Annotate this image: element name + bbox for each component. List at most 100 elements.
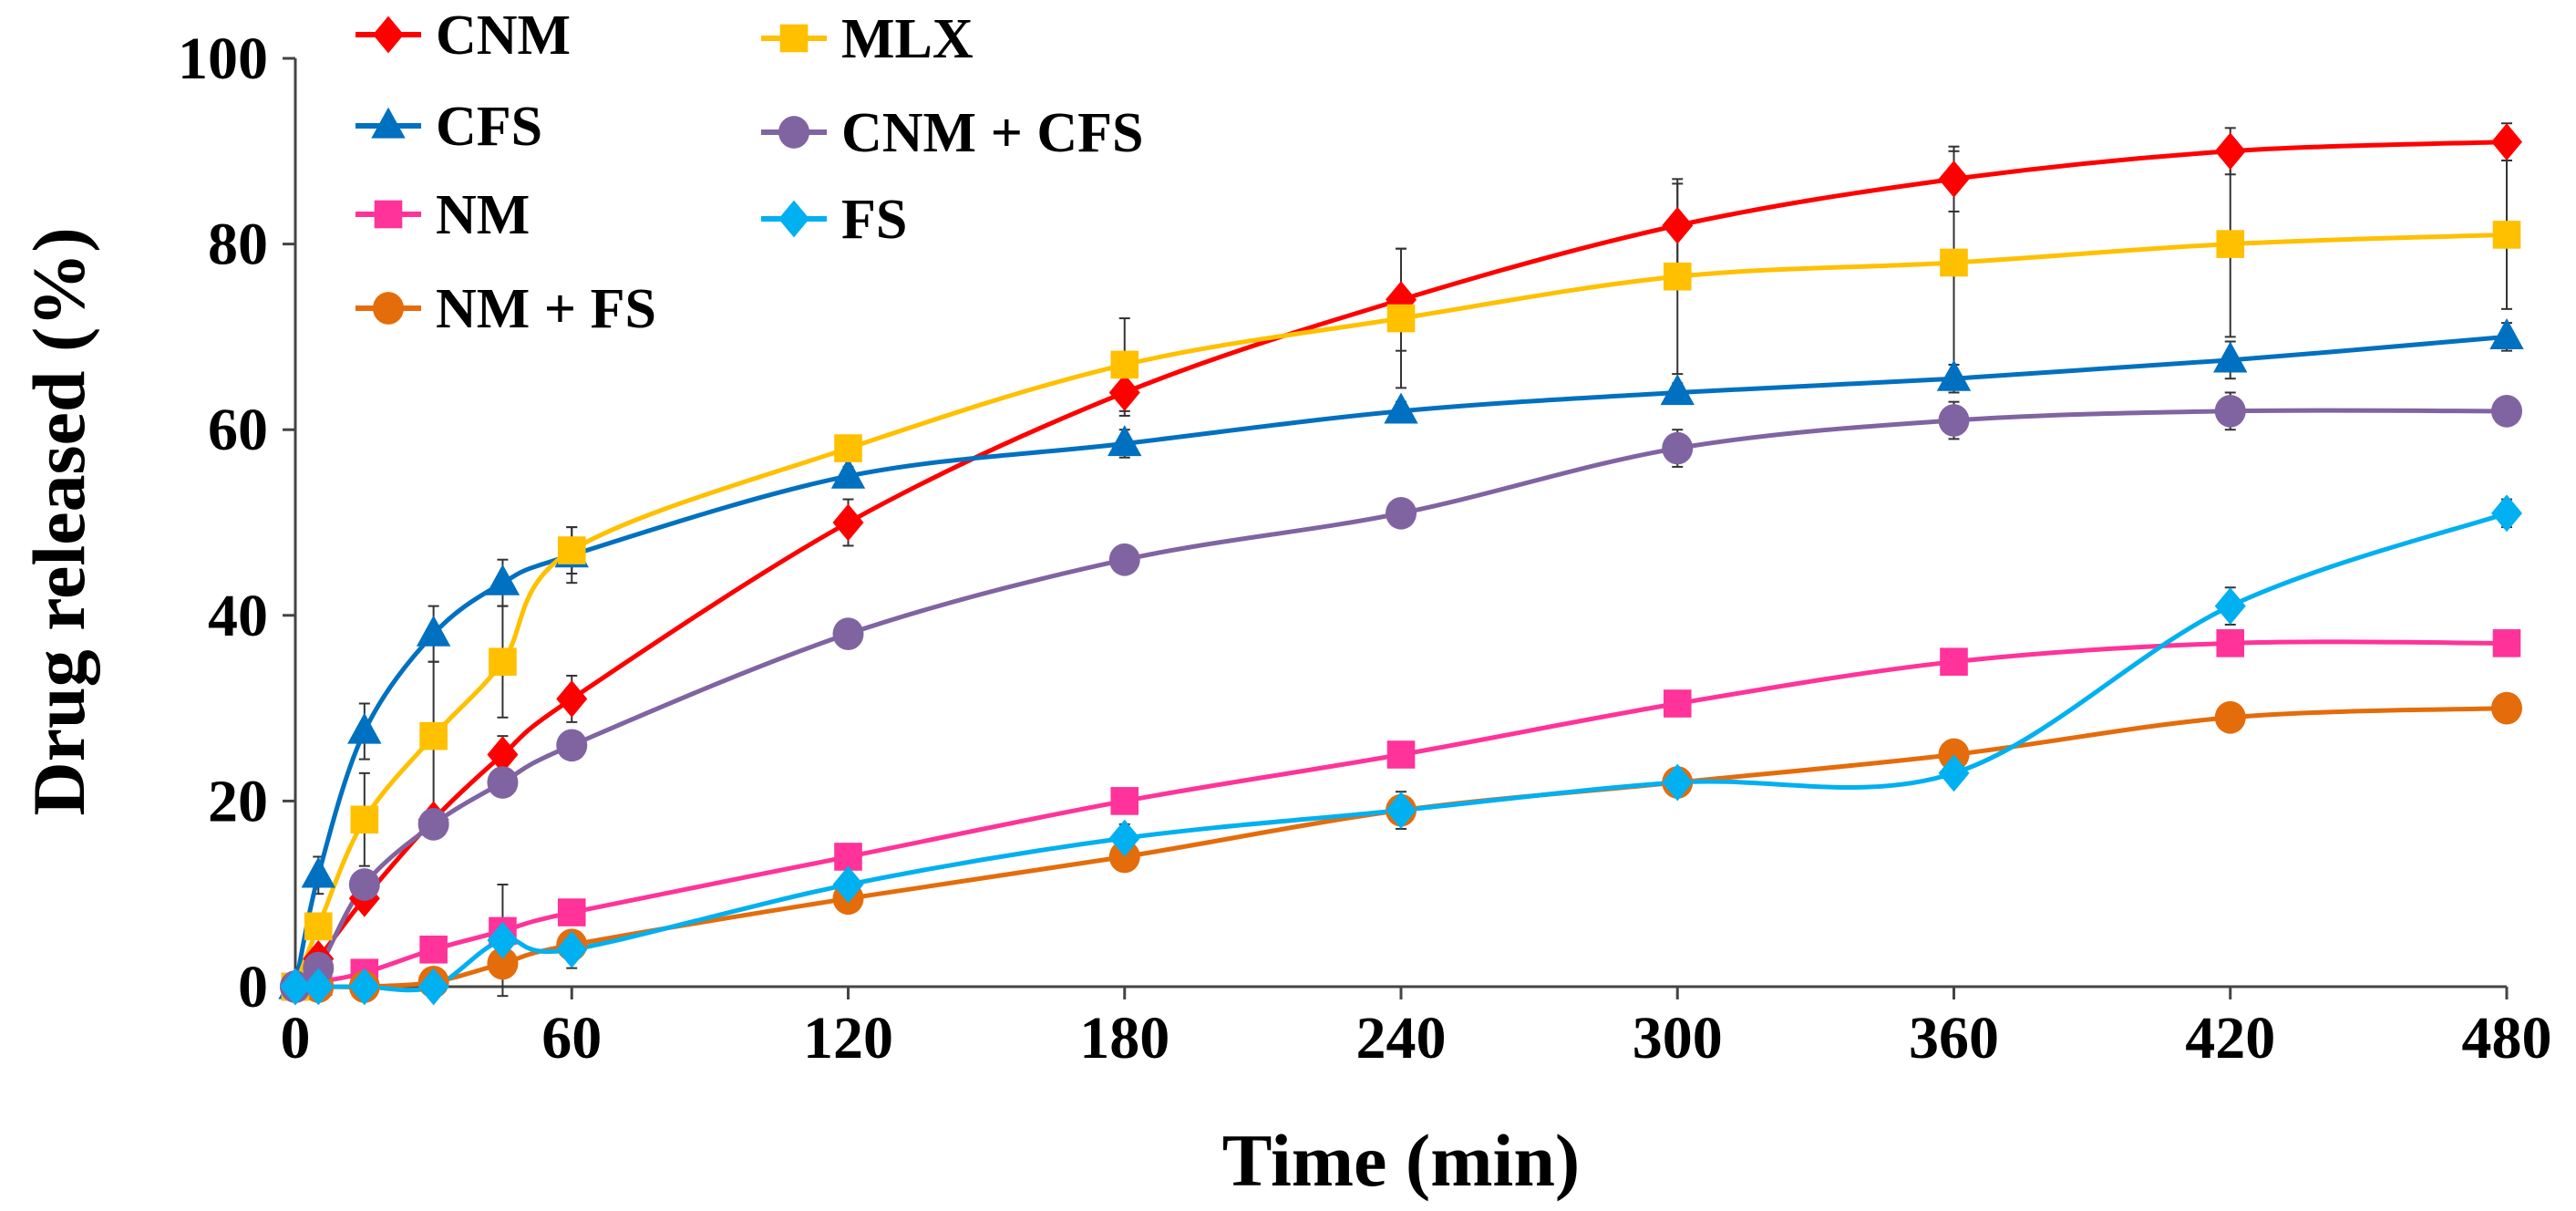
x-tick-label: 300 — [1633, 1005, 1723, 1071]
data-point-cfs — [485, 564, 520, 595]
data-point-fs — [556, 930, 588, 968]
x-tick-label: 180 — [1079, 1005, 1170, 1071]
x-tick-label: 120 — [803, 1005, 893, 1071]
data-point-mlx — [1110, 350, 1139, 379]
data-point-mlx — [1663, 262, 1692, 291]
x-tick-label: 60 — [541, 1005, 602, 1071]
legend-item-cfs: CFS — [355, 96, 542, 158]
data-point-cfs — [416, 615, 451, 647]
data-point-mlx — [304, 912, 333, 941]
data-point-mlx — [419, 721, 448, 750]
data-point-cnm — [832, 503, 864, 542]
data-point-nm-fs — [2491, 691, 2522, 725]
data-point-fs — [2214, 587, 2246, 626]
x-tick-label: 420 — [2185, 1005, 2275, 1071]
data-point-nm — [419, 935, 448, 964]
legend-item-nm: NM — [355, 184, 530, 246]
data-point-cnm-cfs — [417, 808, 449, 841]
y-tick-label: 40 — [208, 583, 268, 649]
legend-item-cnm-cfs: CNM + CFS — [761, 102, 1144, 164]
y-tick-label: 0 — [238, 954, 268, 1020]
data-point-cnm-cfs — [2491, 394, 2522, 428]
data-point-cnm — [1662, 206, 1694, 244]
data-point-cnm-cfs — [1662, 431, 1694, 465]
y-axis-title: Drug released (%) — [17, 227, 100, 815]
legend-marker-nm — [374, 200, 403, 229]
data-point-cnm — [487, 736, 519, 773]
x-tick-label: 240 — [1356, 1005, 1447, 1071]
x-tick-label: 360 — [1909, 1005, 1999, 1071]
data-point-cfs — [1108, 425, 1142, 457]
y-tick-label: 80 — [208, 212, 268, 278]
data-point-cnm-cfs — [1108, 543, 1140, 576]
legend-item-cnm: CNM — [355, 5, 571, 67]
legend-label: NM — [436, 184, 530, 246]
legend-label: CFS — [436, 96, 542, 158]
data-point-cfs — [2489, 318, 2524, 349]
data-point-cfs — [830, 457, 866, 489]
data-point-mlx — [2216, 230, 2245, 258]
series-line-cfs — [293, 334, 2508, 988]
data-point-cnm-cfs — [1386, 496, 1417, 530]
data-point-fs — [1108, 819, 1140, 857]
data-point-cfs — [1660, 374, 1695, 406]
data-point-fs — [1938, 754, 1970, 792]
data-point-nm — [1386, 740, 1416, 769]
legend-item-mlx: MLX — [761, 8, 974, 70]
data-point-cnm — [2491, 123, 2522, 161]
series-markers — [278, 123, 2524, 1006]
data-point-cnm — [2214, 132, 2246, 171]
data-point-nm-fs — [2214, 700, 2246, 734]
data-point-mlx — [2492, 221, 2521, 249]
data-point-cfs — [347, 712, 382, 744]
legend-marker-cnm — [373, 16, 404, 54]
data-point-cnm-cfs — [487, 766, 519, 799]
data-point-nm — [2492, 629, 2521, 657]
legend-label: CNM + CFS — [841, 102, 1144, 164]
data-point-nm — [1110, 787, 1139, 815]
data-point-cnm-cfs — [556, 729, 588, 762]
data-point-cfs — [1384, 392, 1418, 424]
legend-label: NM + FS — [436, 278, 656, 340]
data-point-fs — [348, 968, 380, 1006]
data-point-cnm-cfs — [832, 617, 864, 651]
legend-marker-cfs — [371, 107, 406, 139]
data-point-nm-fs — [487, 947, 519, 980]
data-point-nm — [1663, 689, 1692, 718]
data-point-mlx — [557, 536, 586, 564]
legend-label: MLX — [841, 8, 974, 70]
x-tick-label: 480 — [2462, 1005, 2552, 1071]
data-point-nm — [1940, 647, 1968, 676]
data-point-nm — [2216, 629, 2245, 657]
data-point-fs — [303, 968, 335, 1006]
data-point-fs — [832, 865, 864, 904]
data-point-mlx — [1940, 248, 1968, 277]
data-point-fs — [487, 921, 519, 959]
error-bars — [313, 122, 2512, 998]
data-point-mlx — [834, 434, 862, 462]
data-point-mlx — [489, 647, 517, 676]
data-point-cnm-cfs — [348, 868, 380, 901]
legend-label: CNM — [436, 5, 571, 67]
legend-item-nm-fs: NM + FS — [355, 278, 656, 340]
data-point-fs — [2491, 494, 2522, 533]
data-point-fs — [280, 968, 311, 1006]
legend-label: FS — [841, 189, 907, 251]
data-point-cnm — [556, 680, 588, 718]
series-line-mlx — [293, 232, 2508, 988]
data-point-cfs — [1936, 359, 1972, 391]
axes: 0 60 120 180 240 300 360 420 480 0 20 40 60 80 100 — [178, 26, 2552, 1071]
legend-marker-nm-fs — [373, 292, 404, 325]
data-point-fs — [417, 968, 449, 1006]
legend-marker-mlx — [779, 24, 809, 53]
data-point-cnm — [1938, 160, 1970, 198]
data-point-cnm — [1108, 374, 1140, 411]
x-tick-label: 0 — [281, 1005, 311, 1071]
data-point-cnm-cfs — [1938, 404, 1970, 437]
y-tick-label: 20 — [208, 768, 268, 834]
data-point-nm — [557, 898, 586, 926]
data-point-fs — [1386, 792, 1417, 829]
legend-item-fs: FS — [761, 189, 907, 251]
data-point-cfs — [2213, 341, 2248, 373]
